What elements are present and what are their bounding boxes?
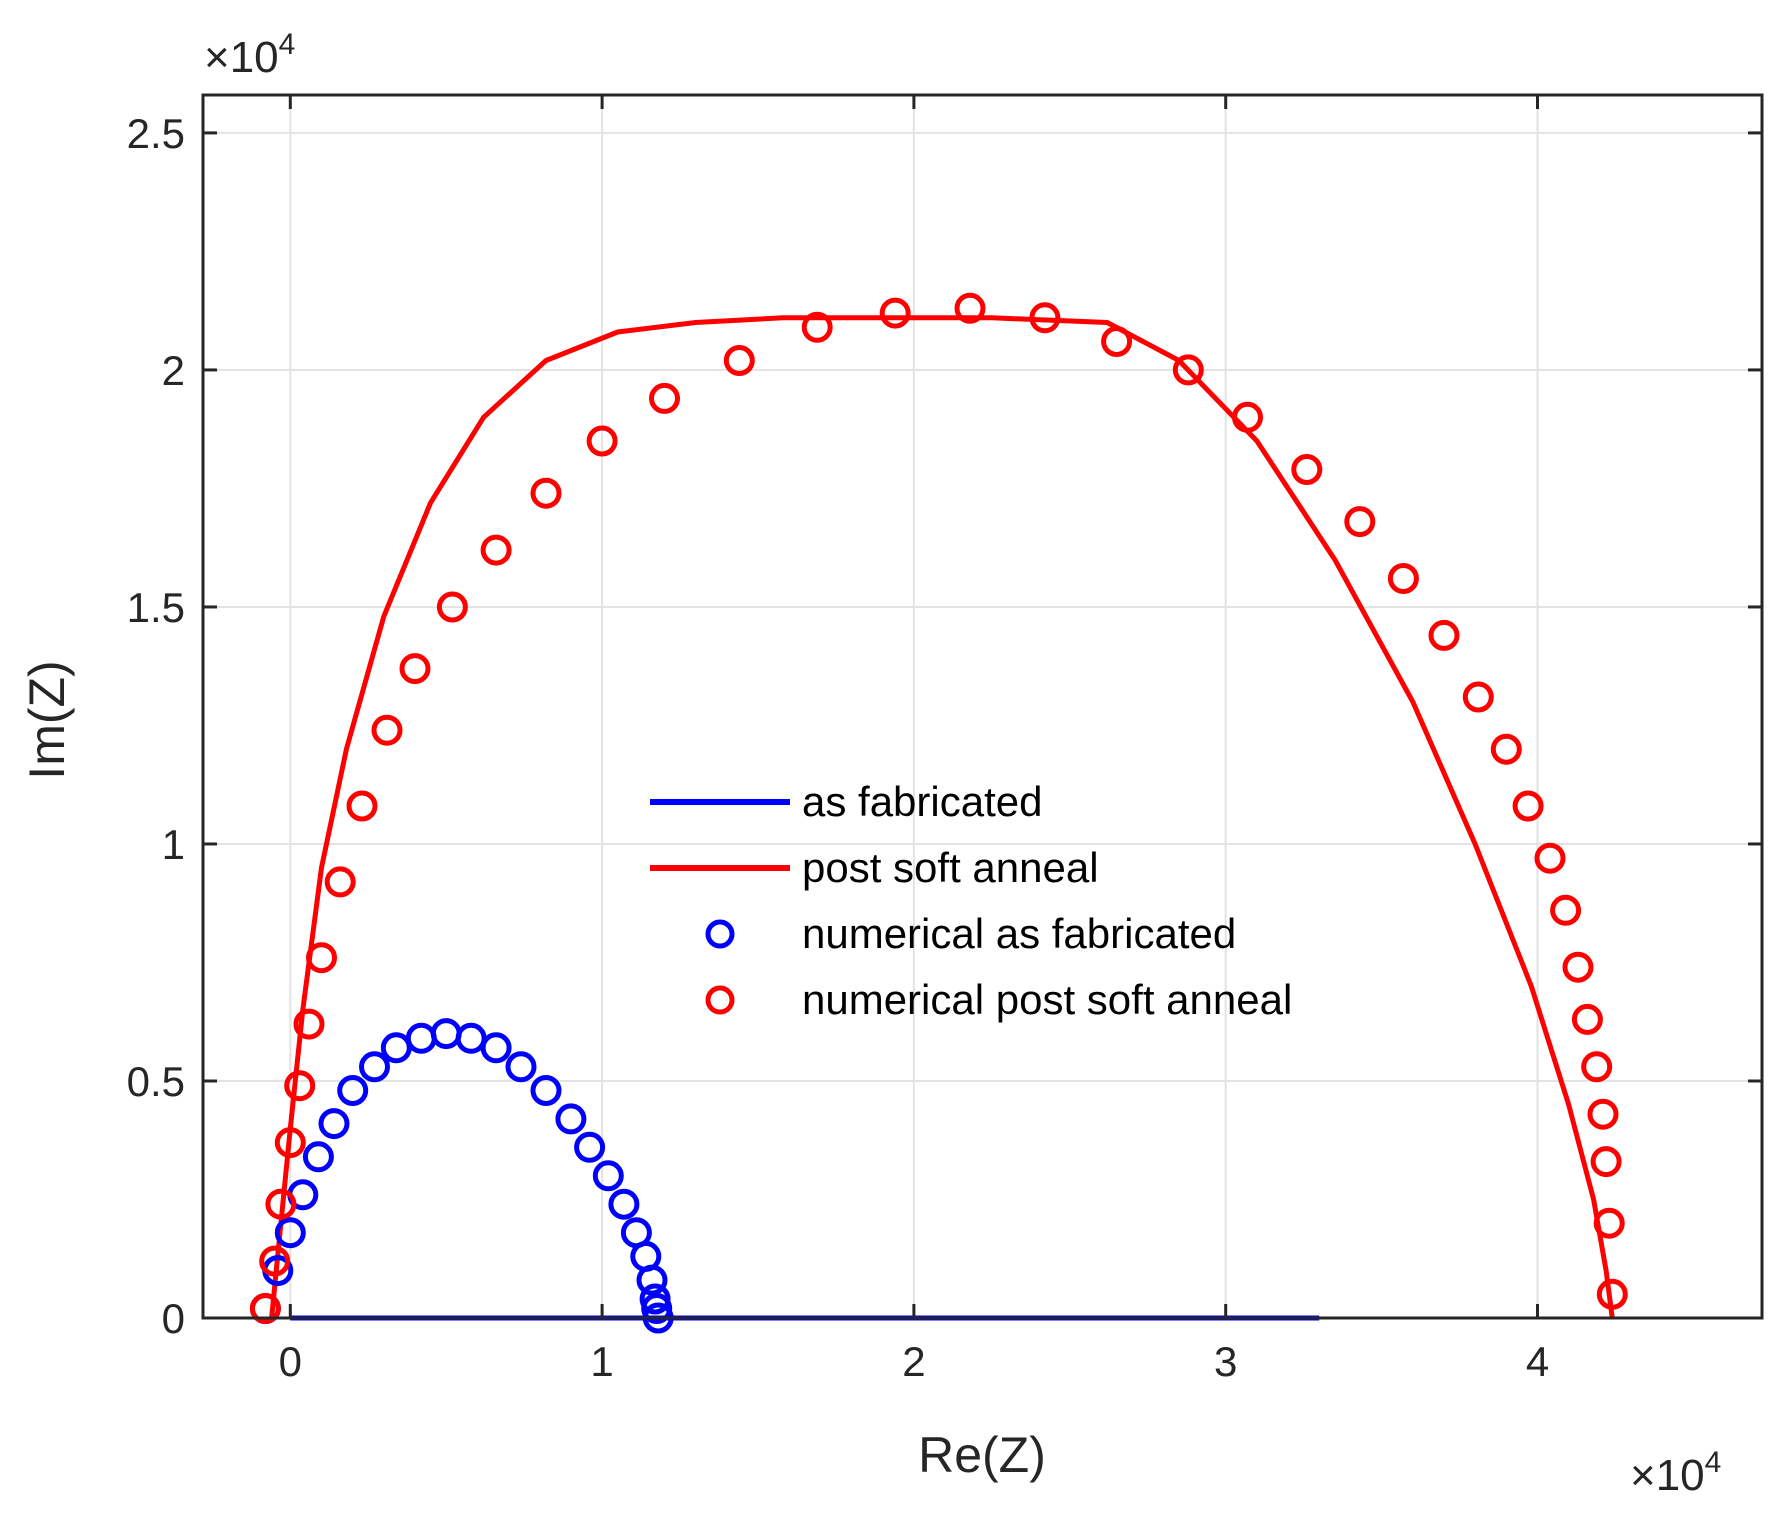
marker-numerical-post-soft-anneal	[1428, 619, 1460, 651]
marker-numerical-post-soft-anneal	[1512, 790, 1544, 822]
x-axis-label: Re(Z)	[918, 1427, 1046, 1483]
x-tick-label: 4	[1526, 1338, 1549, 1385]
marker-numerical-as-fabricated	[318, 1108, 350, 1140]
marker-numerical-post-soft-anneal	[586, 425, 618, 457]
marker-numerical-as-fabricated	[555, 1103, 587, 1135]
marker-numerical-post-soft-anneal	[436, 591, 468, 623]
y-tick-label: 1	[162, 821, 185, 868]
marker-numerical-as-fabricated	[574, 1131, 606, 1163]
legend: as fabricated post soft anneal numerical…	[650, 778, 1292, 1023]
x-tick-label: 1	[590, 1338, 613, 1385]
y-multiplier-label: ×104	[204, 28, 295, 82]
marker-numerical-post-soft-anneal	[399, 653, 431, 685]
marker-numerical-post-soft-anneal	[259, 1245, 291, 1277]
x-tick-label: 0	[279, 1338, 302, 1385]
x-tick-label: 3	[1214, 1338, 1237, 1385]
series-line-post-soft-anneal	[269, 315, 1615, 1319]
marker-numerical-post-soft-anneal	[801, 311, 833, 343]
marker-numerical-as-fabricated	[505, 1051, 537, 1083]
x-multiplier-label: ×104	[1630, 1446, 1721, 1500]
marker-numerical-post-soft-anneal	[371, 714, 403, 746]
legend-marker-numerical-as-fabricated	[705, 919, 735, 949]
legend-label-numerical-as-fabricated: numerical as fabricated	[802, 910, 1236, 957]
marker-numerical-as-fabricated	[455, 1022, 487, 1054]
x-multiplier-exponent: 4	[1705, 1446, 1722, 1479]
marker-numerical-as-fabricated	[430, 1018, 462, 1050]
marker-numerical-post-soft-anneal	[1550, 894, 1582, 926]
marker-numerical-post-soft-anneal	[346, 790, 378, 822]
marker-numerical-post-soft-anneal	[274, 1127, 306, 1159]
marker-numerical-as-fabricated	[405, 1022, 437, 1054]
marker-numerical-post-soft-anneal	[1571, 1003, 1603, 1035]
marker-numerical-as-fabricated	[480, 1032, 512, 1064]
marker-numerical-post-soft-anneal	[1101, 326, 1133, 357]
legend-label-post-soft-anneal: post soft anneal	[802, 844, 1099, 891]
marker-numerical-post-soft-anneal	[1562, 951, 1594, 983]
marker-numerical-post-soft-anneal	[265, 1188, 297, 1220]
y-tick-label: 2	[162, 347, 185, 394]
marker-numerical-post-soft-anneal	[1344, 506, 1376, 538]
marker-numerical-post-soft-anneal	[1596, 1278, 1628, 1310]
y-tick-label: 0	[162, 1295, 185, 1342]
marker-numerical-as-fabricated	[359, 1051, 390, 1083]
marker-numerical-post-soft-anneal	[1291, 454, 1323, 485]
marker-numerical-post-soft-anneal	[954, 292, 986, 324]
marker-numerical-post-soft-anneal	[284, 1070, 316, 1102]
marker-numerical-as-fabricated	[530, 1075, 562, 1106]
marker-numerical-post-soft-anneal	[649, 382, 680, 414]
marker-numerical-post-soft-anneal	[1172, 354, 1204, 386]
x-multiplier-base: ×10	[1630, 1451, 1705, 1500]
axes-frame	[201, 93, 1764, 1320]
y-tick-label: 1.5	[127, 584, 185, 631]
marker-numerical-post-soft-anneal	[1534, 842, 1566, 874]
marker-numerical-post-soft-anneal	[1387, 563, 1419, 594]
y-tick-label: 0.5	[127, 1058, 185, 1105]
marker-numerical-post-soft-anneal	[1232, 401, 1263, 433]
ticks: 0 1 2 3 4 0 0.5 1 1.5 2 2.5	[127, 95, 1762, 1385]
marker-numerical-as-fabricated	[302, 1141, 334, 1173]
y-multiplier-base: ×10	[204, 33, 279, 82]
marker-numerical-post-soft-anneal	[324, 866, 356, 898]
marker-numerical-post-soft-anneal	[1593, 1207, 1625, 1239]
marker-numerical-post-soft-anneal	[530, 477, 562, 509]
marker-numerical-post-soft-anneal	[249, 1293, 281, 1324]
grid	[203, 95, 1762, 1319]
marker-numerical-post-soft-anneal	[293, 1008, 325, 1040]
marker-numerical-as-fabricated	[592, 1160, 624, 1192]
y-multiplier-exponent: 4	[279, 28, 296, 61]
marker-numerical-as-fabricated	[380, 1032, 412, 1064]
marker-numerical-as-fabricated	[337, 1075, 369, 1106]
marker-numerical-post-soft-anneal	[1587, 1098, 1619, 1130]
marker-numerical-post-soft-anneal	[1490, 733, 1522, 765]
marker-numerical-post-soft-anneal	[1029, 302, 1061, 334]
legend-label-as-fabricated: as fabricated	[802, 778, 1042, 825]
x-tick-label: 2	[902, 1338, 925, 1385]
marker-numerical-post-soft-anneal	[1590, 1146, 1622, 1178]
legend-marker-numerical-post-soft-anneal	[705, 985, 735, 1015]
marker-numerical-post-soft-anneal	[723, 345, 755, 376]
legend-label-numerical-post-soft-anneal: numerical post soft anneal	[802, 976, 1292, 1023]
marker-numerical-as-fabricated	[636, 1264, 668, 1296]
marker-numerical-post-soft-anneal	[480, 534, 512, 566]
y-tick-label: 2.5	[127, 110, 185, 157]
marker-numerical-as-fabricated	[274, 1217, 306, 1249]
marker-numerical-as-fabricated	[608, 1188, 640, 1220]
marker-numerical-post-soft-anneal	[306, 942, 337, 974]
marker-numerical-post-soft-anneal	[1581, 1051, 1613, 1083]
marker-numerical-post-soft-anneal	[879, 297, 911, 329]
y-axis-label: Im(Z)	[19, 660, 75, 779]
marker-numerical-post-soft-anneal	[1462, 681, 1494, 713]
